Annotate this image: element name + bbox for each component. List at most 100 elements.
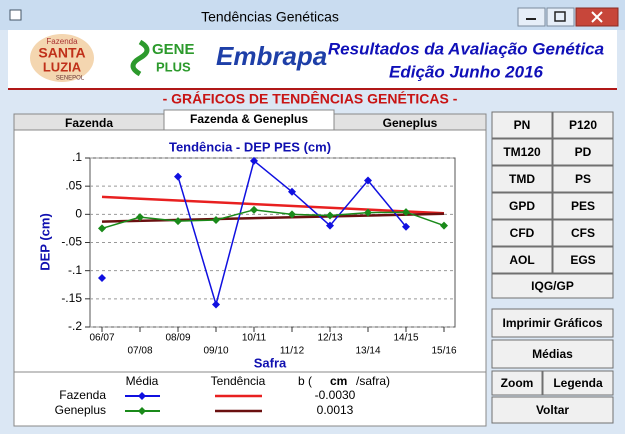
button-label: Legenda (553, 376, 603, 390)
button[interactable]: P120 (552, 111, 614, 139)
button-bg (491, 246, 553, 274)
button[interactable]: Médias (491, 339, 614, 369)
button-label: EGS (570, 253, 595, 267)
button-label: PN (514, 118, 531, 132)
slope-header: b ( (298, 374, 312, 388)
close-icon (591, 11, 603, 23)
legend-slope: -0.0030 (315, 388, 356, 402)
y-axis-title: DEP (cm) (37, 213, 52, 271)
button-bg (491, 396, 614, 424)
y-tick-label: .05 (65, 178, 82, 192)
button[interactable]: GPD (491, 192, 553, 220)
point (288, 210, 296, 219)
button-bg (552, 246, 614, 274)
x-tick-label: 14/15 (393, 333, 418, 344)
button-label: TM120 (503, 145, 541, 159)
button-bg (491, 192, 553, 220)
y-tick-label: -.15 (61, 291, 82, 305)
point (326, 221, 334, 230)
tab[interactable]: Fazenda (13, 113, 165, 131)
point (174, 217, 182, 226)
chart-panel (13, 129, 487, 427)
x-tick-label: 07/08 (127, 346, 152, 357)
button-bg (552, 219, 614, 247)
button[interactable]: CFS (552, 219, 614, 247)
tab-label: Geneplus (383, 116, 438, 130)
button-bg (491, 339, 614, 369)
trend-line (101, 212, 445, 223)
x-tick-label: 13/14 (355, 346, 380, 357)
logo-farm-bg (30, 34, 94, 82)
point (212, 300, 220, 309)
button-label: CFS (571, 226, 595, 240)
button-label: Imprimir Gráficos (502, 316, 602, 330)
button-bg (552, 165, 614, 193)
button-bg (491, 111, 553, 139)
legend-name: Fazenda (59, 388, 106, 402)
x-tick-label: 08/09 (165, 333, 190, 344)
button-bg (552, 192, 614, 220)
series-line (101, 209, 445, 230)
point (136, 213, 144, 222)
button[interactable]: PES (552, 192, 614, 220)
legend-header: Tendência (211, 374, 266, 388)
tab[interactable]: Fazenda & Geneplus (163, 109, 335, 131)
tab-bg (333, 113, 487, 131)
minimize[interactable] (517, 7, 546, 27)
button[interactable]: PS (552, 165, 614, 193)
point (402, 222, 410, 231)
button-bg (491, 273, 614, 299)
button[interactable]: CFD (491, 219, 553, 247)
button[interactable]: Zoom (491, 370, 543, 396)
button-bg (491, 370, 543, 396)
window-controls[interactable] (517, 7, 619, 27)
button[interactable]: AOL (491, 246, 553, 274)
point (212, 215, 220, 224)
logo-farm: Fazenda SANTA LUZIA SENEPOL (30, 34, 94, 82)
tab[interactable]: Geneplus (333, 113, 487, 131)
logo-text: Fazenda (46, 37, 78, 46)
button-bg (491, 308, 614, 338)
button-label: CFD (510, 226, 535, 240)
point (98, 273, 106, 282)
button-label: IQG/GP (531, 279, 574, 293)
y-tick-label: -.1 (68, 263, 82, 277)
button[interactable]: TM120 (491, 138, 553, 166)
slope-header: cm (330, 374, 347, 388)
point (288, 187, 296, 196)
button[interactable]: TMD (491, 165, 553, 193)
button-label: TMD (509, 172, 535, 186)
window-title: Tendências Genéticas (201, 9, 339, 25)
button[interactable]: Imprimir Gráficos (491, 308, 614, 338)
button-bg (491, 138, 553, 166)
x-axis-title: Safra (254, 355, 287, 370)
maximize[interactable] (546, 7, 575, 27)
y-tick-label: 0 (75, 207, 82, 221)
point (440, 221, 448, 230)
x-tick-label: 15/16 (431, 346, 456, 357)
y-tick-label: -.05 (61, 235, 82, 249)
button-label: PS (575, 172, 591, 186)
button-bg (491, 219, 553, 247)
legend-slope: 0.0013 (317, 403, 354, 417)
y-tick-label: .1 (72, 150, 82, 164)
trend-line (101, 195, 445, 215)
logo-geneplus: GENE PLUS (130, 39, 195, 77)
button-bg (552, 111, 614, 139)
slope-header: /safra) (356, 374, 390, 388)
button[interactable]: IQG/GP (491, 273, 614, 299)
button[interactable]: PN (491, 111, 553, 139)
chart-title: Tendência - DEP PES (cm) (169, 139, 331, 154)
button[interactable]: EGS (552, 246, 614, 274)
logo-text: LUZIA (43, 59, 82, 74)
logo-text: SENEPOL (56, 76, 85, 82)
button[interactable]: Voltar (491, 396, 614, 424)
tab-label: Fazenda (65, 116, 113, 130)
tab-label: Fazenda & Geneplus (190, 112, 308, 126)
button[interactable]: PD (552, 138, 614, 166)
point (250, 156, 258, 165)
header (8, 30, 617, 88)
legend-header: Média (126, 374, 159, 388)
button[interactable]: Legenda (542, 370, 614, 396)
